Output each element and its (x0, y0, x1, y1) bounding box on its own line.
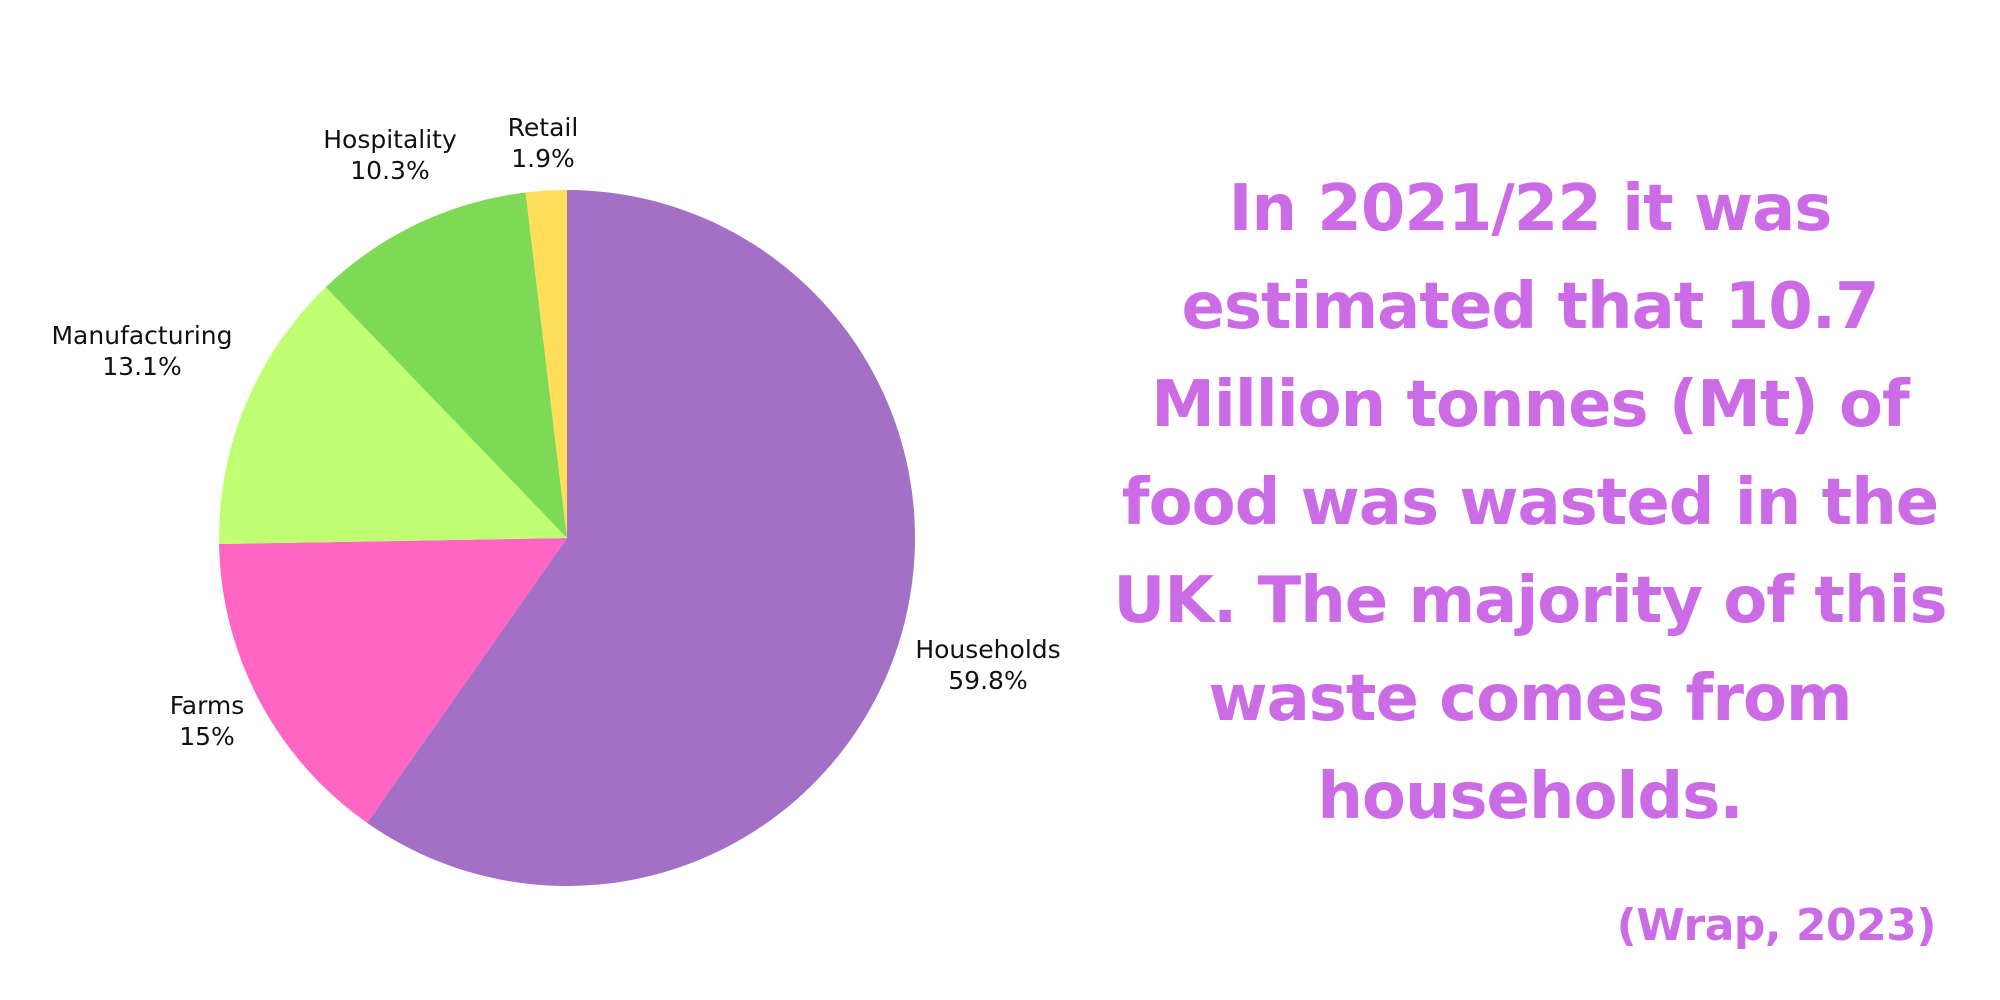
pie-slice-retail (525, 190, 567, 538)
pie-slices (218, 190, 915, 886)
slice-value-hospitality: 10.3% (350, 156, 429, 185)
slice-label-hospitality: Hospitality 10.3% (323, 125, 457, 185)
pie-slice-farms (219, 538, 568, 823)
slice-name-manufacturing: Manufacturing (51, 321, 232, 350)
slice-value-households: 59.8% (948, 666, 1027, 695)
headline-text: In 2021/22 it was estimated that 10.7 Mi… (1113, 172, 1947, 834)
slice-value-retail: 1.9% (511, 144, 575, 173)
slice-name-farms: Farms (170, 691, 245, 720)
slice-name-retail: Retail (508, 113, 579, 142)
slice-label-households: Households 59.8% (915, 635, 1060, 695)
slice-label-retail: Retail 1.9% (508, 113, 579, 173)
citation-text: (Wrap, 2023) (1616, 900, 1937, 951)
slice-value-manufacturing: 13.1% (102, 352, 181, 381)
pie-slice-hospitality (325, 192, 567, 538)
slice-value-farms: 15% (179, 722, 235, 751)
pie-chart: Households 59.8% Farms 15% Manufacturing 13.1… (51, 113, 1061, 886)
pie-slice-manufacturing (218, 287, 567, 545)
slice-label-manufacturing: Manufacturing 13.1% (51, 321, 232, 381)
slice-name-hospitality: Hospitality (323, 125, 457, 154)
slice-name-households: Households (915, 635, 1060, 664)
slice-labels: Households 59.8% Farms 15% Manufacturing 13.1… (51, 113, 1060, 751)
slice-label-farms: Farms 15% (170, 691, 245, 751)
pie-slice-households (367, 190, 915, 886)
